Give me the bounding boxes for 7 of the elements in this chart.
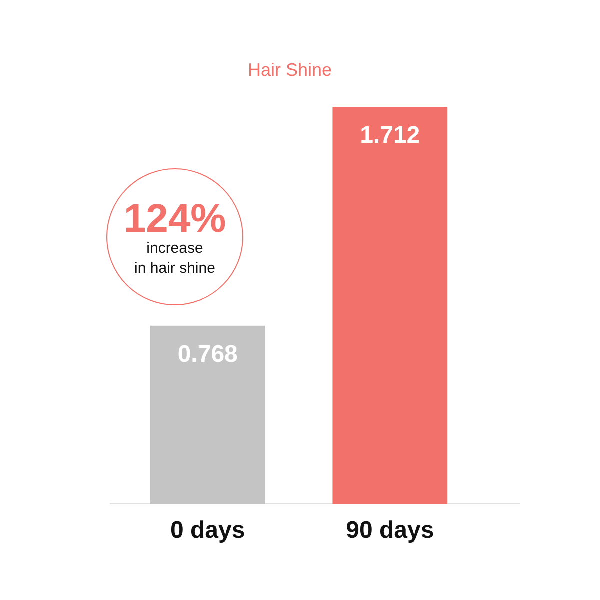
x-tick-label: 0 days: [170, 517, 246, 544]
chart-title: Hair Shine: [248, 60, 332, 80]
x-tick-label: 90 days: [346, 517, 434, 544]
annotation: 124%: [124, 197, 226, 241]
data-label: 1.712: [360, 122, 420, 149]
annotation: increase in hair shine: [134, 240, 216, 277]
data-label: 0.768: [178, 340, 238, 368]
